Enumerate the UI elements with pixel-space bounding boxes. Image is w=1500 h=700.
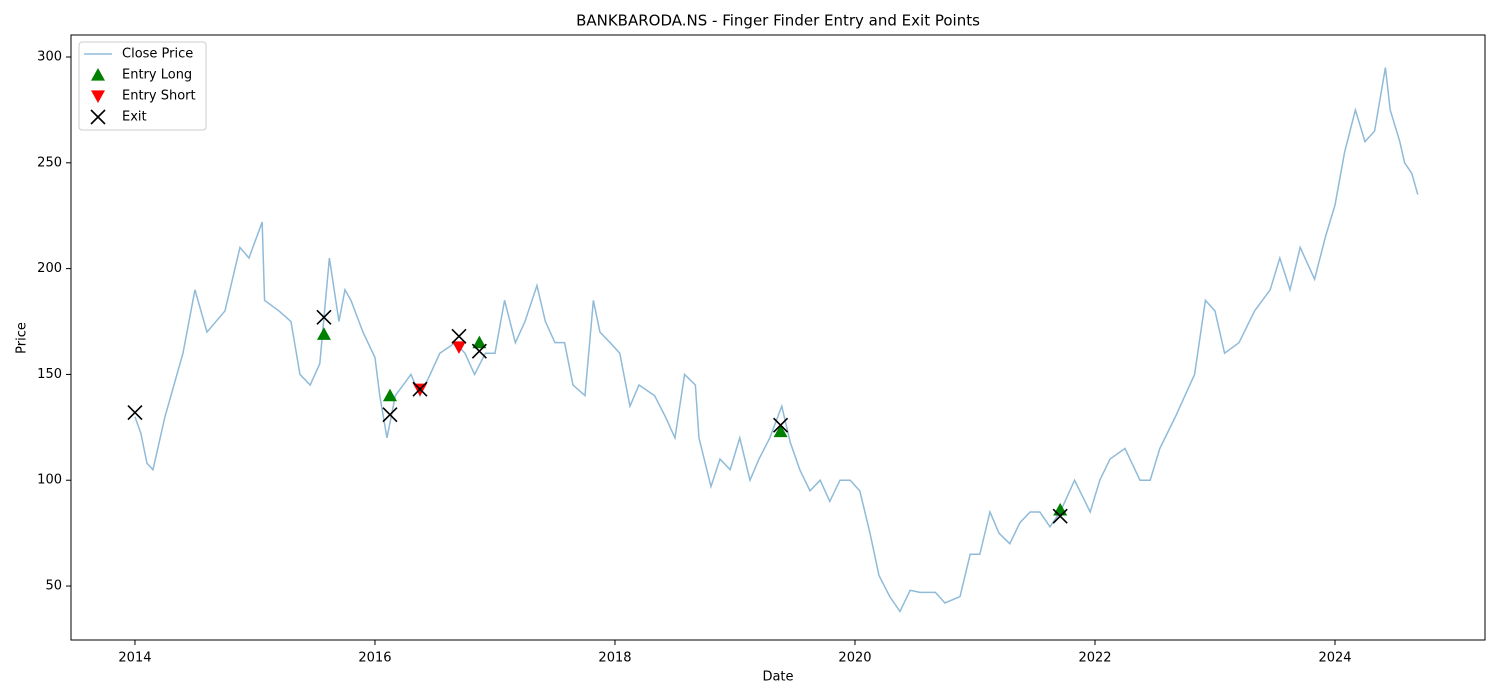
marker-entry-long	[316, 327, 331, 340]
chart-title: BANKBARODA.NS - Finger Finder Entry and …	[576, 12, 980, 30]
marker-exit	[773, 417, 789, 433]
marker-entry-long	[1053, 502, 1068, 516]
marker-entry-long	[382, 388, 397, 402]
y-tick-label: 50	[45, 579, 62, 594]
y-tick-label: 150	[37, 367, 62, 382]
marker-exit	[316, 309, 332, 325]
marker-exit	[471, 343, 487, 359]
y-tick-label: 250	[37, 155, 62, 170]
plot-frame	[70, 34, 1486, 641]
marker-exit	[412, 381, 428, 397]
y-axis-label: Price	[15, 322, 30, 354]
x-tick-label: 2016	[358, 651, 391, 666]
marker-exit	[451, 328, 467, 344]
legend-label: Exit	[122, 110, 147, 125]
legend-label: Entry Long	[122, 68, 192, 83]
legend-box	[78, 41, 207, 131]
y-tick-label: 100	[37, 473, 62, 488]
marker-entry-long	[773, 424, 788, 438]
y-tick-label: 200	[37, 261, 62, 276]
y-tick-label: 300	[37, 50, 62, 65]
x-tick-label: 2024	[1318, 651, 1351, 666]
x-tick-label: 2018	[598, 651, 631, 666]
marker-exit	[127, 404, 143, 421]
marker-exit	[90, 109, 106, 125]
marker-entry-short	[451, 341, 466, 354]
legend-label: Entry Short	[122, 89, 196, 104]
x-tick-label: 2014	[118, 651, 151, 666]
marker-entry-long	[91, 68, 105, 81]
marker-exit	[1052, 508, 1068, 524]
marker-entry-long	[472, 335, 487, 349]
price-line	[134, 67, 1419, 613]
legend: Close Price Entry Long Entry Short Exit	[78, 41, 207, 131]
marker-entry-short	[91, 90, 105, 103]
marker-exit	[382, 407, 398, 423]
x-axis-label: Date	[762, 670, 793, 685]
legend-label: Close Price	[122, 47, 193, 62]
x-tick-label: 2022	[1078, 651, 1111, 666]
x-tick-label: 2020	[838, 651, 871, 666]
